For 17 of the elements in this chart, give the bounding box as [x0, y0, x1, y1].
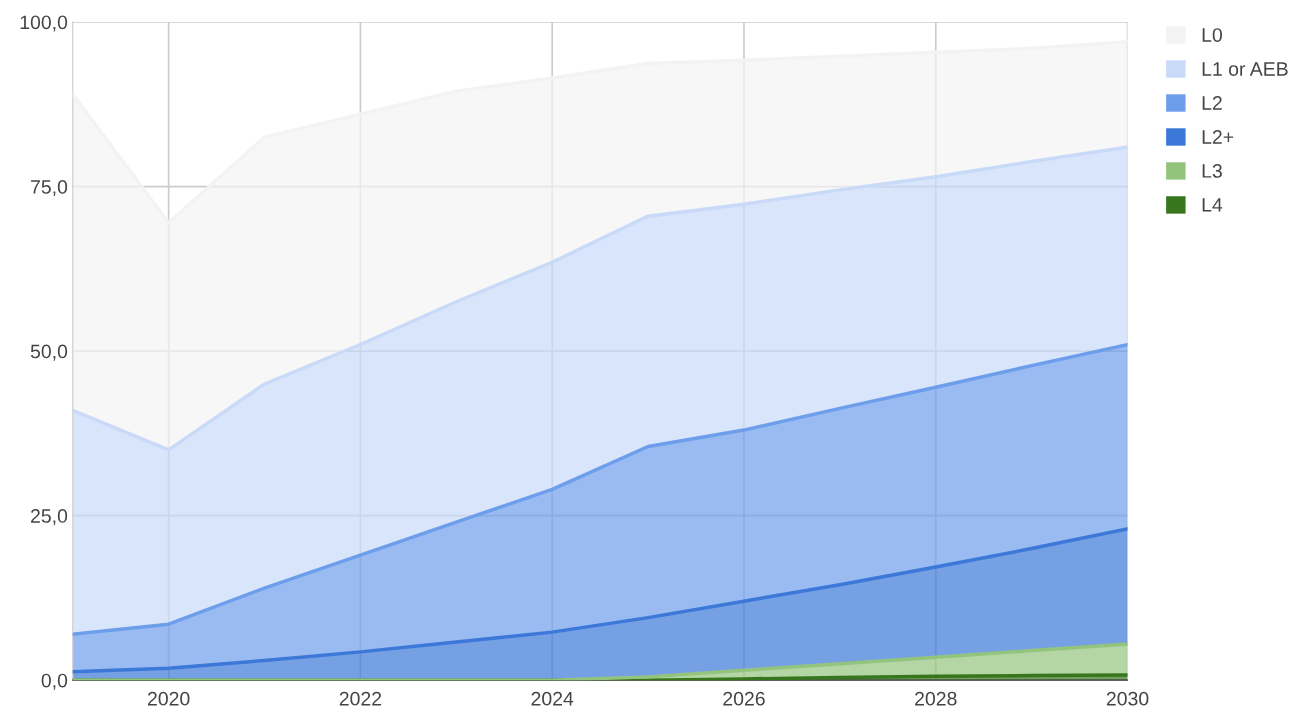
x-tick-label: 2022 — [339, 691, 382, 706]
x-tick-label: 2026 — [723, 691, 765, 706]
y-tick-label: 0,0 — [41, 673, 68, 690]
x-tick-label: 2028 — [915, 691, 957, 706]
legend-label: L3 — [1202, 164, 1222, 178]
x-tick-label: 2024 — [531, 691, 574, 706]
legend-label: L4 — [1202, 198, 1223, 212]
y-tick-label: 100,0 — [20, 15, 68, 32]
legend-label: L2 — [1202, 96, 1222, 110]
x-tick-label: 2020 — [147, 691, 190, 706]
y-tick-label: 75,0 — [31, 180, 68, 197]
legend-label: L2+ — [1202, 130, 1234, 144]
y-tick-label: 25,0 — [31, 509, 68, 526]
legend-label: L1 or AEB — [1202, 62, 1288, 76]
y-tick-label: 50,0 — [30, 344, 68, 361]
legend-label: L0 — [1202, 28, 1222, 42]
x-tick-label: 2030 — [1106, 691, 1149, 706]
